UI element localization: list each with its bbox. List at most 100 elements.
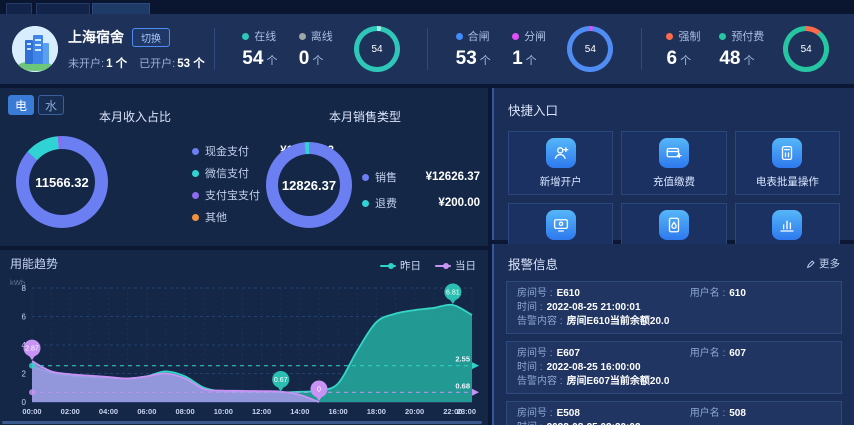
not-opened-stat: 未开户: 1 个 [68, 58, 128, 70]
alarm-time: 2022-08-25 16:00:00 [546, 362, 641, 373]
alarm-panel: 报警信息 更多 房间号 : E610 用户名 :610 时间 :2022-08-2… [492, 244, 854, 425]
svg-text:0: 0 [22, 398, 27, 407]
electric-meter-icon [772, 137, 803, 168]
switch-site-button[interactable]: 切换 [132, 27, 170, 47]
svg-text:18:00: 18:00 [367, 407, 386, 416]
sales-chart-title: 本月销售类型 [328, 110, 401, 124]
header-divider [427, 28, 429, 70]
legend-yesterday[interactable]: 昨日 [380, 258, 421, 273]
svg-text:0.67: 0.67 [274, 377, 288, 384]
alarm-more-link[interactable]: 更多 [806, 256, 840, 271]
income-donut-chart: 11566.32 [16, 136, 108, 228]
svg-text:14:00: 14:00 [290, 407, 309, 416]
stat-closed: 合闸 53 个 [455, 31, 491, 69]
quick-tile-electric-meter-batch[interactable]: 电表批量操作 [734, 131, 840, 195]
top-tab[interactable] [36, 3, 90, 14]
svg-text:6: 6 [22, 313, 27, 322]
svg-text:2: 2 [22, 370, 27, 379]
svg-text:2.55: 2.55 [455, 355, 470, 364]
alarm-card[interactable]: 房间号 :E508 用户名 :508 时间 :2022-08-25 02:30:… [506, 401, 842, 425]
sales-donut-chart: 12826.37 [266, 142, 352, 228]
site-block: 上海宿舍 切换 未开户: 1 个 已开户: 53 个 [0, 26, 214, 72]
svg-text:kWh: kWh [10, 278, 25, 287]
alarm-card[interactable]: 房间号 : E610 用户名 :610 时间 :2022-08-25 21:00:… [506, 281, 842, 334]
stat-online: 在线 54 个 [242, 31, 278, 69]
svg-text:06:00: 06:00 [137, 407, 156, 416]
legend-today[interactable]: 当日 [435, 258, 476, 273]
svg-text:10:00: 10:00 [214, 407, 233, 416]
svg-text:04:00: 04:00 [99, 407, 118, 416]
svg-text:2.87: 2.87 [25, 346, 39, 353]
svg-text:16:00: 16:00 [328, 407, 347, 416]
top-tab-active[interactable] [92, 3, 150, 14]
legend-dot-icon [192, 213, 199, 221]
energy-trend-panel: 用能趋势 昨日 当日 0 2 4 6 8 kWh 2.55 0.68 2.87 0.67 0 6.81… [0, 250, 488, 425]
header-divider [214, 28, 215, 70]
alarm-user: 610 [729, 288, 746, 299]
sales-donut-total: 12826.37 [278, 154, 340, 216]
forced-dot-icon [666, 32, 674, 40]
horizontal-scrollbar[interactable] [2, 421, 482, 424]
switch-donut: 54 [567, 26, 614, 72]
legend-item: 销售 ¥12626.37 [362, 164, 480, 190]
quick-entry-title: 快捷入口 [508, 104, 559, 118]
recharge-icon [658, 137, 689, 168]
trend-legend: 昨日 当日 [380, 258, 476, 273]
svg-text:20:00: 20:00 [405, 407, 424, 416]
more-icon [806, 259, 815, 268]
income-donut-total: 11566.32 [29, 149, 95, 215]
header-divider [640, 28, 642, 70]
legend-dot-icon [192, 147, 199, 155]
sales-legend: 销售 ¥12626.37 退费 ¥200.00 [362, 164, 480, 216]
alarm-time: 2022-08-25 21:00:01 [546, 302, 641, 313]
energy-analysis-icon [772, 209, 803, 240]
monitor-icon [545, 209, 576, 240]
utility-tabs: 电 水 [8, 95, 64, 115]
top-tab-strip [0, 0, 854, 14]
quick-tile-new-account[interactable]: 新增开户 [508, 131, 614, 195]
monthly-stats-panel: 电 水 本月收入占比 本月销售类型 11566.32 现金支付¥11048.33… [0, 88, 488, 246]
prepaid-dot-icon [719, 32, 727, 40]
alarm-room: E607 [556, 348, 580, 359]
trend-chart-title: 用能趋势 [10, 257, 59, 271]
online-dot-icon [242, 32, 250, 40]
quick-tile-recharge[interactable]: 充值缴费 [621, 131, 727, 195]
alarm-room: E610 [556, 288, 580, 299]
alarm-user: 508 [729, 408, 746, 419]
svg-text:6.81: 6.81 [446, 289, 460, 296]
alarm-content: 房间E607当前余额20.0 [566, 376, 670, 387]
alarm-user: 607 [729, 348, 746, 359]
top-tab[interactable] [6, 3, 32, 14]
legend-dot-icon [362, 199, 369, 207]
legend-item: 退费 ¥200.00 [362, 190, 480, 216]
svg-text:8: 8 [22, 284, 27, 293]
svg-text:02:00: 02:00 [61, 407, 80, 416]
alarm-title: 报警信息 [508, 258, 559, 272]
svg-text:22:00: 22:00 [443, 407, 462, 416]
building-icon [12, 26, 58, 72]
offline-dot-icon [298, 32, 306, 40]
opened-stat: 已开户: 53 个 [139, 58, 205, 70]
income-chart-title: 本月收入占比 [98, 110, 171, 124]
alarm-time: 2022-08-25 02:30:02 [547, 421, 641, 425]
water-meter-icon [658, 209, 689, 240]
tab-water[interactable]: 水 [38, 95, 64, 115]
site-avatar [12, 26, 58, 72]
alarm-card[interactable]: 房间号 : E607 用户名 :607 时间 :2022-08-25 16:00:… [506, 341, 842, 394]
tab-electricity[interactable]: 电 [8, 95, 34, 115]
site-info: 上海宿舍 切换 未开户: 1 个 已开户: 53 个 [68, 27, 205, 71]
svg-text:00:00: 00:00 [22, 407, 41, 416]
legend-dot-icon [192, 169, 199, 177]
alarm-room: E508 [556, 408, 580, 419]
online-donut: 54 [354, 26, 401, 72]
quick-entry-panel: 快捷入口 新增开户 充值缴费 电表批量操作 实时监控 [492, 88, 854, 267]
svg-text:0: 0 [317, 387, 321, 394]
